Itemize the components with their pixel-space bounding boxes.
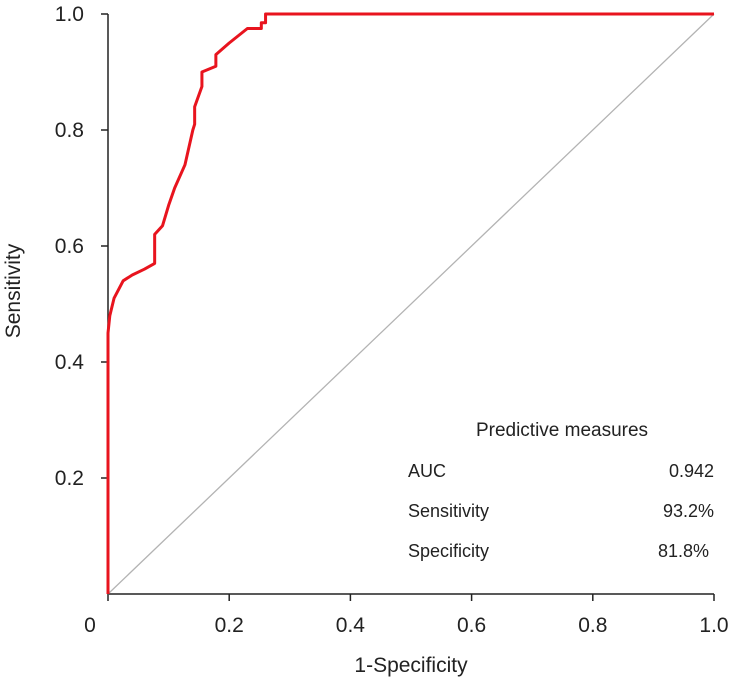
y-axis-ticks: 0.2 0.4 0.6 0.8 1.0 (55, 3, 108, 490)
x-tick-label: 0.6 (457, 614, 486, 637)
legend-auc-label: AUC (408, 461, 446, 481)
series-layer (106, 12, 715, 595)
legend-sensitivity-label: Sensitivity (408, 501, 489, 521)
legend-sensitivity-value: 93.2% (663, 501, 714, 521)
y-tick-label: 0.4 (55, 351, 85, 374)
x-tick-label: 0.4 (336, 614, 366, 637)
x-tick-label: 0.8 (578, 614, 607, 637)
legend-title: Predictive measures (476, 420, 648, 441)
x-tick-label: 0 (84, 614, 96, 637)
y-tick-label: 0.6 (55, 235, 84, 258)
x-tick-label: 0.2 (215, 614, 244, 637)
legend-auc-value: 0.942 (669, 461, 714, 481)
reference-diagonal-line (107, 13, 715, 595)
x-axis-ticks: 0 0.2 0.4 0.6 0.8 1.0 (84, 594, 729, 637)
legend-specificity-label: Specificity (408, 541, 489, 561)
y-tick-label: 0.2 (55, 467, 84, 490)
y-tick-label: 0.8 (55, 119, 84, 142)
x-tick-label: 1.0 (699, 614, 728, 637)
y-axis-title: Sensitivity (2, 243, 25, 338)
y-tick-label: 1.0 (55, 3, 84, 26)
x-axis-title: 1-Specificity (354, 654, 468, 677)
legend-specificity-value: 81.8% (658, 541, 709, 561)
roc-curve-line (106, 12, 714, 594)
predictive-measures-legend: Predictive measures AUC 0.942 Sensitivit… (408, 420, 714, 561)
